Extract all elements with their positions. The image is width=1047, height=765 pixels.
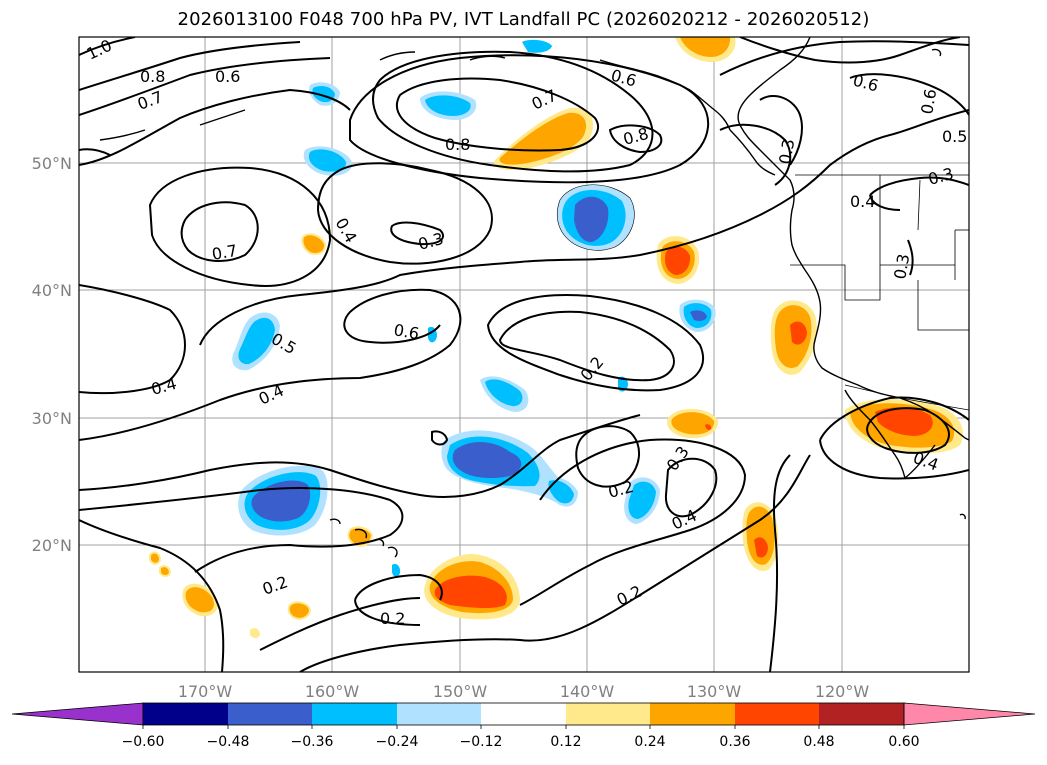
negative-anomaly-fills bbox=[232, 39, 716, 577]
country-borders bbox=[790, 174, 969, 411]
contour-label: 0.5 bbox=[942, 127, 967, 146]
colorbar-swatch bbox=[650, 703, 735, 725]
contour-label: 0.6 bbox=[215, 67, 240, 86]
lon-label-130w: 130°W bbox=[687, 682, 742, 701]
contour-label: 0.8 bbox=[445, 135, 470, 154]
map-area[interactable] bbox=[79, 37, 969, 672]
lon-label-170w: 170°W bbox=[178, 682, 233, 701]
lat-label-30n: 30°N bbox=[32, 409, 72, 428]
colorbar-swatch bbox=[566, 703, 650, 725]
contour-label: 0.8 bbox=[140, 67, 165, 86]
colorbar-swatch bbox=[481, 703, 566, 725]
contour-label: 0.4 bbox=[850, 192, 875, 211]
contour-label: 0.3 bbox=[775, 137, 798, 165]
contour-label: 0.7 bbox=[210, 241, 238, 264]
lat-label-40n: 40°N bbox=[32, 281, 72, 300]
colorbar: −0.60 −0.48 −0.36 −0.24 −0.12 0.12 0.24 … bbox=[11, 702, 1036, 750]
colorbar-swatch bbox=[143, 703, 228, 725]
longitude-labels: 170°W 160°W 150°W 140°W 130°W 120°W bbox=[178, 682, 870, 701]
colorbar-tick-label: −0.36 bbox=[291, 734, 334, 750]
colorbar-tick-label: 0.24 bbox=[634, 734, 665, 750]
lon-label-120w: 120°W bbox=[815, 682, 870, 701]
colorbar-extend-high bbox=[903, 702, 1036, 726]
plot-title: 2026013100 F048 700 hPa PV, IVT Landfall… bbox=[177, 9, 870, 30]
colorbar-tick-label: −0.60 bbox=[122, 734, 165, 750]
positive-anomaly-fills bbox=[149, 37, 963, 638]
contour-label: 0.6 bbox=[917, 87, 940, 115]
colorbar-tick-label: 0.60 bbox=[888, 734, 919, 750]
pv-contours bbox=[79, 37, 969, 672]
latitude-labels: 50°N 40°N 30°N 20°N bbox=[32, 154, 72, 555]
map-frame bbox=[78, 36, 970, 673]
colorbar-tick-label: −0.24 bbox=[376, 734, 419, 750]
colorbar-tick-label: −0.12 bbox=[460, 734, 503, 750]
contour-label: 0.3 bbox=[890, 252, 913, 280]
colorbar-swatch bbox=[819, 703, 904, 725]
colorbar-swatch bbox=[735, 703, 819, 725]
lon-label-160w: 160°W bbox=[305, 682, 360, 701]
colorbar-tick-label: 0.48 bbox=[803, 734, 834, 750]
colorbar-swatch bbox=[228, 703, 312, 725]
colorbar-tick-label: 0.36 bbox=[719, 734, 750, 750]
colorbar-extend-low bbox=[11, 702, 144, 726]
lon-label-150w: 150°W bbox=[433, 682, 488, 701]
colorbar-tick-label: −0.48 bbox=[207, 734, 250, 750]
colorbar-tick-label: 0.12 bbox=[550, 734, 581, 750]
colorbar-swatch bbox=[312, 703, 397, 725]
lat-label-50n: 50°N bbox=[32, 154, 72, 173]
colorbar-swatch bbox=[397, 703, 481, 725]
contour-label: 0.2 bbox=[380, 609, 405, 628]
contour-label: 0.6 bbox=[392, 320, 420, 343]
lat-label-20n: 20°N bbox=[32, 536, 72, 555]
lon-label-140w: 140°W bbox=[560, 682, 615, 701]
